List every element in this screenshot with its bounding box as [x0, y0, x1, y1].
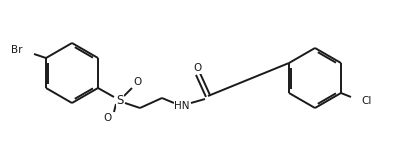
Text: O: O [134, 77, 142, 87]
Text: Br: Br [11, 45, 22, 55]
Text: O: O [194, 63, 202, 73]
Text: S: S [116, 93, 124, 106]
Text: Cl: Cl [361, 96, 371, 106]
Text: O: O [104, 113, 112, 123]
Text: HN: HN [174, 101, 190, 111]
